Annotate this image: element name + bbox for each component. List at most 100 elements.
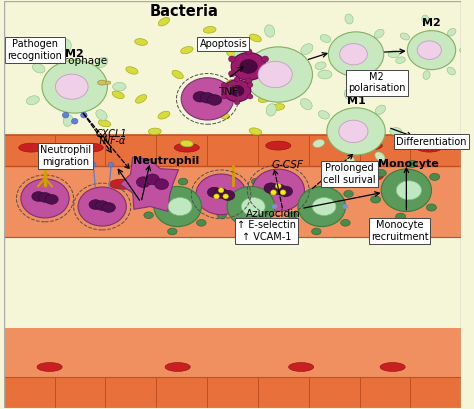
Ellipse shape [223,80,251,102]
Bar [4,135,461,166]
Ellipse shape [126,67,138,74]
Ellipse shape [258,61,292,88]
Ellipse shape [208,94,222,105]
Bar [4,328,461,377]
Ellipse shape [144,212,154,218]
Ellipse shape [222,187,232,193]
Ellipse shape [396,181,421,200]
Ellipse shape [346,78,355,88]
Ellipse shape [37,362,62,371]
Ellipse shape [96,57,108,67]
Ellipse shape [318,111,329,119]
Ellipse shape [344,191,353,197]
Ellipse shape [181,47,193,54]
Ellipse shape [241,228,250,235]
Ellipse shape [148,128,161,135]
Text: Monocyte
recruitment: Monocyte recruitment [371,220,428,242]
Ellipse shape [197,220,206,226]
Text: Apoptosis: Apoptosis [200,39,247,49]
Circle shape [81,112,87,118]
Ellipse shape [288,212,298,218]
Circle shape [245,49,252,55]
Ellipse shape [62,39,71,51]
Ellipse shape [89,200,102,209]
Ellipse shape [21,179,69,218]
Ellipse shape [273,191,283,197]
Ellipse shape [322,178,332,185]
Ellipse shape [27,96,39,105]
Text: M1: M1 [346,96,365,106]
Text: Prolonged
cell surival: Prolonged cell surival [323,163,375,185]
Ellipse shape [227,187,274,227]
Ellipse shape [429,173,440,180]
Ellipse shape [158,111,170,119]
Text: Neutrophil
migration: Neutrophil migration [40,145,91,166]
Ellipse shape [282,66,293,75]
Ellipse shape [137,177,150,187]
Ellipse shape [311,228,321,235]
Ellipse shape [396,57,405,63]
Ellipse shape [231,52,266,80]
Ellipse shape [32,63,45,73]
Ellipse shape [96,110,107,120]
Ellipse shape [42,60,108,113]
Text: M2: M2 [65,49,84,59]
Ellipse shape [266,104,276,116]
Text: TNF: TNF [218,87,238,97]
Ellipse shape [278,186,292,197]
Text: Neutrophil: Neutrophil [133,156,200,166]
Circle shape [234,100,240,105]
Circle shape [228,71,236,77]
Circle shape [247,83,253,88]
Circle shape [72,118,78,124]
Ellipse shape [136,94,146,103]
Ellipse shape [376,169,386,177]
Ellipse shape [154,187,201,227]
Ellipse shape [63,115,73,126]
Ellipse shape [270,220,279,226]
Ellipse shape [252,169,304,211]
Circle shape [247,94,253,99]
Bar [4,1,461,237]
Ellipse shape [218,111,229,119]
Ellipse shape [374,74,383,83]
Ellipse shape [167,228,177,235]
Ellipse shape [407,31,456,70]
Ellipse shape [102,202,115,212]
Ellipse shape [357,141,383,150]
Ellipse shape [234,50,247,60]
Circle shape [272,204,277,209]
Ellipse shape [78,187,127,226]
Ellipse shape [400,33,410,40]
Bar [4,377,461,408]
Ellipse shape [264,25,275,37]
Ellipse shape [155,179,169,189]
Ellipse shape [165,362,190,371]
Ellipse shape [214,188,228,198]
Ellipse shape [396,213,406,220]
Circle shape [280,190,286,195]
Ellipse shape [227,50,238,58]
Ellipse shape [301,44,313,54]
Ellipse shape [109,179,137,189]
Ellipse shape [200,92,215,103]
Ellipse shape [447,67,456,75]
Ellipse shape [18,143,44,152]
Ellipse shape [195,87,206,95]
Ellipse shape [55,74,88,99]
Ellipse shape [78,143,103,152]
Ellipse shape [178,178,188,185]
Circle shape [234,77,240,82]
Circle shape [221,94,227,99]
Ellipse shape [45,195,58,204]
Ellipse shape [228,84,241,93]
Ellipse shape [271,184,285,195]
Ellipse shape [375,152,385,162]
Text: Pathogen
recognition: Pathogen recognition [8,39,63,61]
Ellipse shape [318,70,332,79]
Ellipse shape [289,362,314,371]
Ellipse shape [221,190,235,200]
Ellipse shape [172,70,183,79]
Ellipse shape [181,140,193,147]
Text: CXCL1: CXCL1 [96,130,127,139]
